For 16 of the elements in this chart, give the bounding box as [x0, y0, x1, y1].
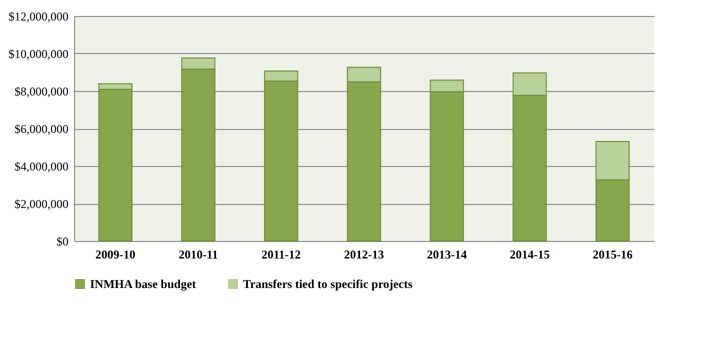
y-tick-label: $6,000,000: [14, 122, 68, 136]
legend-label: Transfers tied to specific projects: [243, 277, 413, 291]
y-tick-label: $8,000,000: [14, 84, 68, 98]
y-tick-label: $12,000,000: [8, 10, 68, 24]
x-tick-label: 2014-15: [510, 248, 550, 262]
x-tick-label: 2011-12: [261, 248, 301, 262]
x-tick-label: 2013-14: [426, 248, 467, 262]
y-tick-label: $2,000,000: [14, 197, 68, 211]
y-tick-label: $4,000,000: [14, 160, 68, 174]
legend-label: INMHA base budget: [90, 277, 196, 291]
x-tick-label: 2015-16: [592, 248, 633, 262]
y-tick-label: $0: [56, 234, 68, 248]
x-tick-label: 2010-11: [178, 248, 218, 262]
y-tick-label: $10,000,000: [8, 47, 68, 61]
x-tick-label: 2009-10: [95, 248, 136, 262]
x-tick-label: 2012-13: [344, 248, 384, 262]
